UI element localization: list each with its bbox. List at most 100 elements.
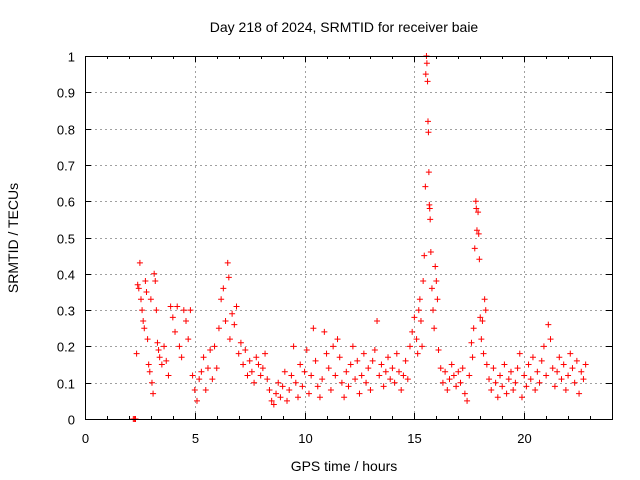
data-point [461, 390, 468, 397]
data-point [425, 129, 432, 136]
data-point [161, 343, 168, 350]
data-point [156, 354, 163, 361]
data-point [343, 368, 350, 375]
data-point [323, 350, 330, 357]
tick-labels: 00.10.20.30.40.50.60.70.80.910 5 10 15 20 [57, 50, 532, 447]
data-point [521, 372, 528, 379]
data-point [297, 361, 304, 368]
data-point [257, 372, 264, 379]
data-point [174, 303, 181, 310]
data-point [143, 288, 150, 295]
data-point [371, 347, 378, 354]
data-point [336, 354, 343, 361]
data-point [545, 321, 552, 328]
data-point [172, 328, 179, 335]
data-point [244, 372, 251, 379]
data-point [529, 354, 536, 361]
data-point [321, 328, 328, 335]
data-point [430, 307, 437, 314]
data-point [325, 365, 332, 372]
data-point [435, 347, 442, 354]
data-point [158, 361, 165, 368]
data-point [527, 376, 534, 383]
y-tick-label: 0 [68, 413, 75, 428]
data-point [253, 354, 260, 361]
data-point [391, 379, 398, 386]
data-point [560, 361, 567, 368]
data-point [262, 350, 269, 357]
data-point [275, 379, 282, 386]
data-point [145, 361, 152, 368]
chart-title: Day 218 of 2024, SRMTID for receiver bai… [210, 19, 479, 35]
data-point [416, 296, 423, 303]
data-point [482, 307, 489, 314]
data-point [479, 317, 486, 324]
data-point [425, 169, 432, 176]
data-point [365, 365, 372, 372]
data-point [424, 118, 431, 125]
data-point [151, 270, 158, 277]
data-point [360, 350, 367, 357]
data-point [354, 357, 361, 364]
data-point [270, 401, 277, 408]
data-point [469, 354, 476, 361]
data-point [428, 285, 435, 292]
data-point [345, 383, 352, 390]
data-point [137, 296, 144, 303]
data-point [352, 376, 359, 383]
data-point [569, 365, 576, 372]
data-point [571, 379, 578, 386]
data-point [312, 357, 319, 364]
data-point [421, 252, 428, 259]
data-point [155, 347, 162, 354]
data-point [473, 205, 480, 212]
data-point [417, 317, 424, 324]
x-tick-label: 0 [82, 431, 89, 446]
data-point [518, 394, 525, 401]
data-point [525, 361, 532, 368]
data-point [284, 397, 291, 404]
data-point [176, 343, 183, 350]
data-point [501, 361, 508, 368]
data-point [363, 379, 370, 386]
data-point [288, 372, 295, 379]
data-point [183, 317, 190, 324]
data-point [499, 383, 506, 390]
data-point [292, 379, 299, 386]
x-axis-label: GPS time / hours [291, 458, 398, 474]
data-point [475, 230, 482, 237]
data-point [347, 361, 354, 368]
data-point [273, 390, 280, 397]
data-point [433, 278, 440, 285]
x-tick-label: 5 [192, 431, 199, 446]
data-point [426, 205, 433, 212]
data-point [382, 368, 389, 375]
data-point [235, 350, 242, 357]
data-point [404, 376, 411, 383]
data-point [242, 347, 249, 354]
data-point [453, 383, 460, 390]
data-point [316, 394, 323, 401]
data-point [209, 376, 216, 383]
data-point [442, 368, 449, 375]
data-point [237, 339, 244, 346]
data-point [303, 347, 310, 354]
data-point [240, 361, 247, 368]
y-tick-label: 0.4 [57, 268, 75, 283]
data-point [154, 339, 161, 346]
data-point [478, 336, 485, 343]
x-tick-label: 10 [298, 431, 312, 446]
data-point [505, 376, 512, 383]
data-point [547, 336, 554, 343]
data-point [308, 372, 315, 379]
data-point [494, 394, 501, 401]
data-point [268, 397, 275, 404]
y-tick-label: 0.7 [57, 159, 75, 174]
data-point [374, 317, 381, 324]
y-tick-label: 0.3 [57, 304, 75, 319]
data-point [180, 307, 187, 314]
data-point [414, 350, 421, 357]
data-point [163, 357, 170, 364]
data-point [153, 307, 160, 314]
data-point [279, 383, 286, 390]
